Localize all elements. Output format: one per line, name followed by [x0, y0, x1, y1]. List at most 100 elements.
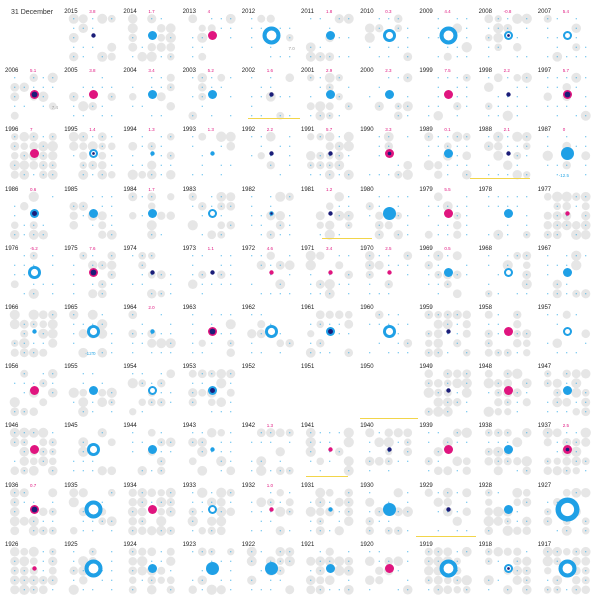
tick-dot — [466, 214, 468, 216]
tick-dot — [575, 293, 577, 295]
tick-dot — [310, 570, 312, 572]
year-cell: 1918 — [476, 537, 535, 596]
tick-dot — [201, 283, 203, 285]
temperature-marker — [326, 563, 335, 573]
cloud-dot — [157, 23, 166, 33]
year-label: 2002 — [241, 68, 256, 75]
cloud-dot — [433, 497, 444, 507]
year-cell: 1961 — [298, 300, 357, 359]
tick-dot — [191, 46, 193, 48]
tick-dot — [457, 56, 459, 58]
cloud-dot — [38, 428, 49, 439]
weather-dot-grid — [424, 132, 472, 180]
cloud-dot — [306, 151, 316, 161]
tick-dot — [566, 373, 568, 375]
temperature-marker — [269, 92, 274, 97]
tick-dot — [447, 382, 449, 384]
weather-dot-grid — [187, 191, 235, 239]
year-label: 1933 — [182, 482, 196, 489]
cloud-dot — [108, 171, 116, 179]
tick-dot — [42, 136, 44, 138]
tick-dot — [229, 115, 231, 117]
tick-dot — [73, 401, 75, 403]
cloud-dot — [452, 456, 463, 467]
tick-dot — [447, 255, 449, 257]
cloud-dot — [493, 73, 503, 83]
tick-dot — [348, 333, 350, 335]
tick-dot — [310, 293, 312, 295]
tick-dot — [191, 432, 193, 434]
tick-dot — [229, 342, 231, 344]
cloud-dot — [325, 202, 334, 210]
tick-dot — [279, 146, 281, 148]
tick-dot — [132, 86, 134, 88]
tick-dot — [111, 579, 113, 581]
cloud-dot — [10, 280, 19, 288]
tick-dot — [338, 96, 340, 98]
tick-dot — [42, 560, 44, 562]
tick-dot — [260, 264, 262, 266]
tick-dot — [101, 432, 103, 434]
tick-dot — [497, 18, 499, 20]
tick-dot — [42, 579, 44, 581]
tick-dot — [73, 205, 75, 207]
cloud-dot — [226, 388, 235, 397]
cloud-dot — [39, 348, 48, 357]
tick-dot — [378, 56, 380, 58]
tick-dot — [73, 105, 75, 107]
cloud-dot — [543, 211, 552, 220]
temperature-marker — [503, 327, 513, 336]
weather-dot-grid — [251, 488, 294, 535]
weather-dot-grid — [251, 251, 295, 295]
tick-dot — [201, 255, 203, 257]
cloud-dot — [522, 488, 531, 497]
tick-dot — [525, 293, 527, 295]
tick-dot — [92, 255, 94, 257]
temperature-marker — [446, 506, 452, 512]
tick-dot — [289, 165, 291, 167]
cloud-dot — [285, 73, 294, 83]
cloud-dot — [48, 457, 57, 466]
weather-dot-grid — [542, 427, 591, 476]
tick-dot — [388, 195, 390, 197]
tick-dot — [210, 205, 212, 207]
tick-dot — [161, 551, 163, 553]
tick-dot — [556, 451, 558, 453]
temperature-marker — [207, 31, 217, 40]
tick-dot — [82, 373, 84, 375]
tick-dot — [210, 342, 212, 344]
temperature-marker — [383, 502, 397, 516]
tick-dot — [457, 470, 459, 472]
tick-dot — [210, 86, 212, 88]
top-value-label: -5.2 — [30, 245, 38, 251]
cloud-dot — [198, 24, 206, 32]
tick-dot — [487, 165, 489, 167]
warm-dot — [89, 90, 99, 100]
weather-dot-grid — [132, 429, 176, 476]
tick-dot — [229, 442, 231, 444]
year-label: 1967 — [537, 245, 552, 252]
tick-dot — [82, 115, 84, 117]
temperature-marker — [562, 445, 572, 455]
tick-dot — [438, 96, 440, 98]
temperature-marker — [558, 559, 577, 578]
tick-dot — [14, 461, 16, 463]
cloud-dot — [266, 251, 275, 260]
tick-dot — [73, 283, 75, 285]
year-label: 2014 — [123, 9, 137, 15]
ring-core — [92, 152, 96, 156]
cloud-dot — [571, 369, 581, 379]
year-cell: 1982 — [239, 182, 298, 241]
tick-dot — [201, 382, 203, 384]
tick-dot — [82, 96, 84, 98]
year-cell: 1951 — [298, 359, 357, 418]
tick-dot — [14, 382, 16, 384]
temperature-marker — [89, 267, 99, 277]
tick-dot — [310, 442, 312, 444]
cloud-dot — [462, 151, 472, 161]
tick-dot — [14, 491, 16, 493]
tick-dot — [397, 589, 399, 591]
warm-dot — [565, 210, 570, 216]
tick-dot — [210, 411, 212, 413]
cold-dot — [89, 208, 99, 218]
